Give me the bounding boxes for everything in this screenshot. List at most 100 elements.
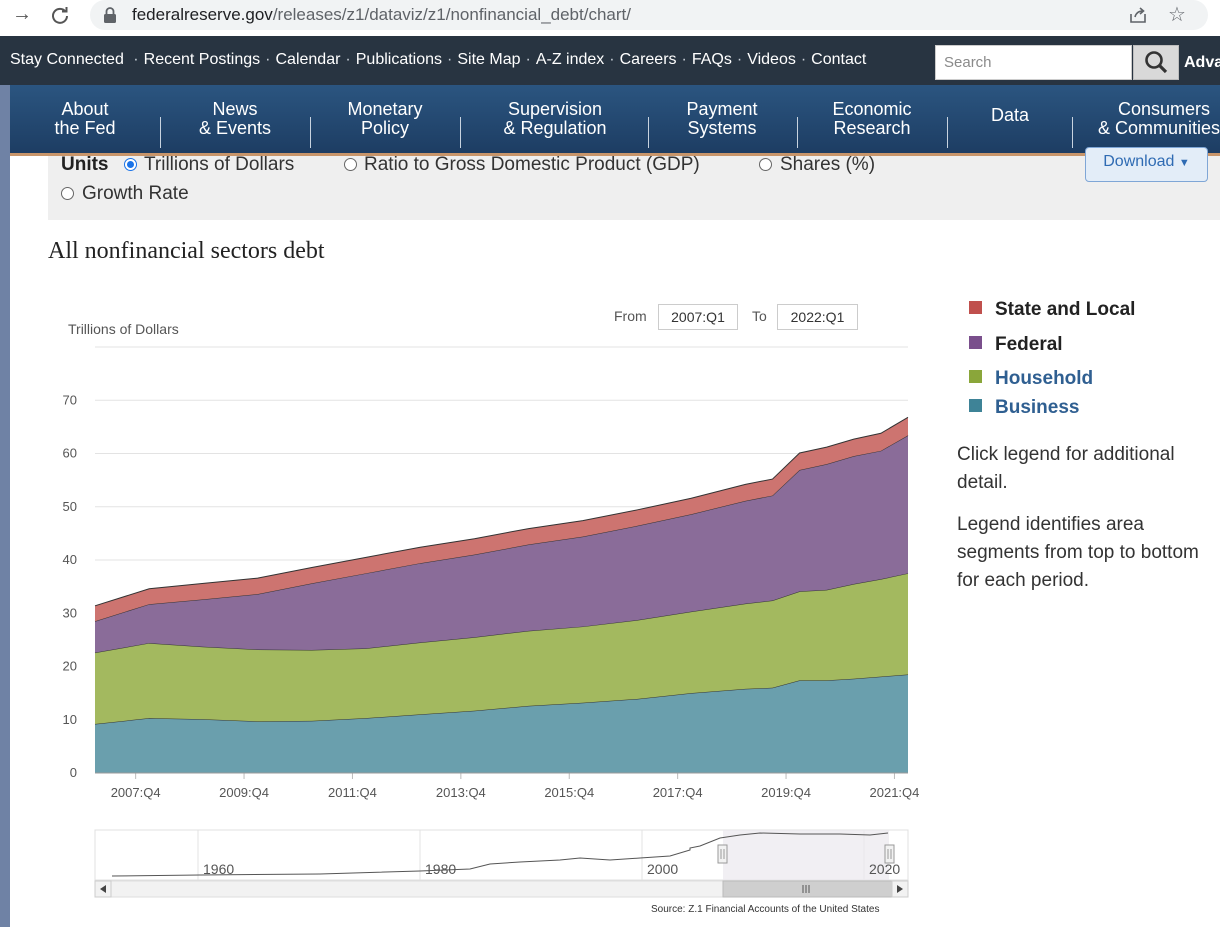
radio-label-ratio-gdp[interactable]: Ratio to Gross Domestic Product (GDP) bbox=[364, 154, 700, 175]
share-icon[interactable] bbox=[1128, 5, 1148, 25]
utility-link-faqs[interactable]: FAQs bbox=[691, 51, 732, 68]
utility-link-recent-postings[interactable]: Recent Postings bbox=[143, 51, 261, 68]
x-tick-label: 2019:Q4 bbox=[761, 785, 811, 800]
radio-label-shares[interactable]: Shares (%) bbox=[780, 154, 876, 175]
caret-left-icon bbox=[100, 885, 106, 893]
nav-payment-systems[interactable]: Payment Systems bbox=[667, 100, 777, 138]
nav-monetary-policy[interactable]: Monetary Policy bbox=[330, 100, 440, 138]
nav-divider bbox=[160, 117, 161, 148]
range-from-input[interactable]: 2007:Q1 bbox=[658, 304, 738, 330]
utility-link-videos[interactable]: Videos bbox=[747, 51, 796, 68]
nav-label-line1: Monetary bbox=[347, 99, 423, 119]
utility-link-publications[interactable]: Publications bbox=[355, 51, 443, 68]
legend-label: Household bbox=[995, 368, 1094, 389]
utility-link-careers[interactable]: Careers bbox=[619, 51, 677, 68]
y-tick-label: 40 bbox=[63, 552, 77, 567]
radio-growth-rate[interactable] bbox=[61, 187, 74, 200]
caret-down-icon: ▼ bbox=[1178, 157, 1190, 169]
utility-link-stay-connected[interactable]: Stay Connected bbox=[10, 51, 124, 68]
x-tick-label: 2021:Q4 bbox=[870, 785, 920, 800]
navigator-year-label: 2020 bbox=[869, 861, 900, 877]
nav-divider bbox=[460, 117, 461, 148]
radio-shares[interactable] bbox=[759, 158, 772, 171]
nav-consumers-communities[interactable]: Consumers & Communities bbox=[1098, 100, 1220, 138]
nav-label-line2: the Fed bbox=[54, 118, 116, 138]
y-tick-label: 10 bbox=[63, 712, 77, 727]
navigator-selected-range[interactable] bbox=[723, 830, 889, 880]
browser-toolbar: → federalreserve.gov/releases/z1/dataviz… bbox=[0, 0, 1220, 33]
legend-item-federal[interactable]: Federal bbox=[969, 334, 1063, 356]
utility-links: Stay Connected · Recent Postings · Calendar… bbox=[10, 51, 867, 68]
legend-swatch bbox=[969, 336, 982, 349]
nav-label-line1: Supervision bbox=[507, 99, 603, 119]
legend-note-order: Legend identifies area segments from top… bbox=[957, 514, 1199, 591]
range-navigator[interactable]: 1960 1980 2000 2020 bbox=[94, 829, 909, 881]
utility-link-contact[interactable]: Contact bbox=[811, 51, 867, 68]
reload-icon[interactable] bbox=[50, 5, 70, 25]
y-tick-label: 20 bbox=[63, 659, 77, 674]
y-tick-label: 60 bbox=[63, 446, 77, 461]
area-state-and-local-edge bbox=[94, 416, 909, 607]
area-federal[interactable] bbox=[95, 435, 908, 653]
chart-title: All nonfinancial sectors debt bbox=[48, 238, 325, 264]
legend-item-business[interactable]: Business bbox=[969, 397, 1079, 419]
main-navigation: About the Fed News & Events Monetary Policy… bbox=[10, 85, 1220, 156]
advanced-search-link[interactable]: Advanced bbox=[1184, 54, 1220, 71]
search-button[interactable] bbox=[1133, 45, 1179, 80]
nav-label-line1: Data bbox=[990, 105, 1030, 125]
utility-link-calendar[interactable]: Calendar bbox=[275, 51, 341, 68]
download-button[interactable]: Download ▼ bbox=[1085, 147, 1208, 182]
nav-divider bbox=[797, 117, 798, 148]
search-icon bbox=[1145, 51, 1168, 74]
x-tick-label: 2017:Q4 bbox=[653, 785, 703, 800]
download-label: Download bbox=[1103, 153, 1175, 170]
lock-icon bbox=[104, 7, 116, 23]
legend-label: State and Local bbox=[995, 299, 1136, 320]
nav-about-the-fed[interactable]: About the Fed bbox=[50, 100, 120, 138]
nav-news-events[interactable]: News & Events bbox=[180, 100, 290, 138]
radio-trillions[interactable] bbox=[124, 158, 137, 171]
nav-label-line2: Policy bbox=[360, 118, 409, 138]
nav-label-line1: Payment bbox=[686, 99, 758, 119]
area-household[interactable] bbox=[95, 573, 908, 725]
radio-label-trillions[interactable]: Trillions of Dollars bbox=[144, 154, 295, 175]
legend-label: Business bbox=[995, 397, 1080, 418]
nav-supervision-regulation[interactable]: Supervision & Regulation bbox=[480, 100, 630, 138]
nav-label-line2: & Regulation bbox=[503, 118, 607, 138]
y-tick-label: 30 bbox=[63, 605, 77, 620]
nav-label-line2: & Events bbox=[198, 118, 272, 138]
nav-divider bbox=[947, 117, 948, 148]
legend-label: Federal bbox=[995, 334, 1063, 355]
radio-label-growth-rate[interactable]: Growth Rate bbox=[82, 183, 189, 204]
utility-link-a-z-index[interactable]: A-Z index bbox=[535, 51, 605, 68]
left-gutter bbox=[0, 85, 10, 927]
range-to-input[interactable]: 2022:Q1 bbox=[777, 304, 858, 330]
x-tick-label: 2007:Q4 bbox=[111, 785, 161, 800]
bookmark-star-icon[interactable]: ☆ bbox=[1168, 4, 1186, 26]
x-tick-label: 2015:Q4 bbox=[544, 785, 594, 800]
legend-item-state-and-local[interactable]: State and Local bbox=[969, 299, 1135, 321]
navigator-handle-left[interactable] bbox=[717, 844, 728, 864]
navigator-year-label: 1960 bbox=[203, 861, 234, 877]
radio-ratio-gdp[interactable] bbox=[344, 158, 357, 171]
navigator-series-line bbox=[111, 832, 889, 877]
nav-label-line1: Consumers bbox=[1118, 99, 1211, 119]
nav-economic-research[interactable]: Economic Research bbox=[817, 100, 927, 138]
legend-swatch bbox=[969, 301, 982, 314]
navigator-year-label: 1980 bbox=[425, 861, 456, 877]
forward-icon[interactable]: → bbox=[12, 3, 32, 25]
nav-data[interactable]: Data bbox=[970, 106, 1050, 125]
units-panel: Units Trillions of Dollars Ratio to Gros… bbox=[48, 154, 1220, 220]
legend-item-household[interactable]: Household bbox=[969, 368, 1093, 390]
scrollbar-thumb[interactable] bbox=[722, 880, 893, 898]
range-to-label: To bbox=[752, 308, 767, 324]
area-business[interactable] bbox=[95, 674, 908, 773]
nav-label-line1: About bbox=[61, 99, 109, 119]
address-bar[interactable]: federalreserve.gov/releases/z1/dataviz/z… bbox=[90, 0, 1208, 30]
units-label: Units bbox=[61, 154, 109, 175]
legend-swatch bbox=[969, 370, 982, 383]
search-input[interactable] bbox=[935, 45, 1132, 80]
navigator-handle-right[interactable] bbox=[884, 844, 895, 864]
utility-link-site-map[interactable]: Site Map bbox=[457, 51, 521, 68]
navigator-scrollbar[interactable] bbox=[94, 880, 909, 898]
